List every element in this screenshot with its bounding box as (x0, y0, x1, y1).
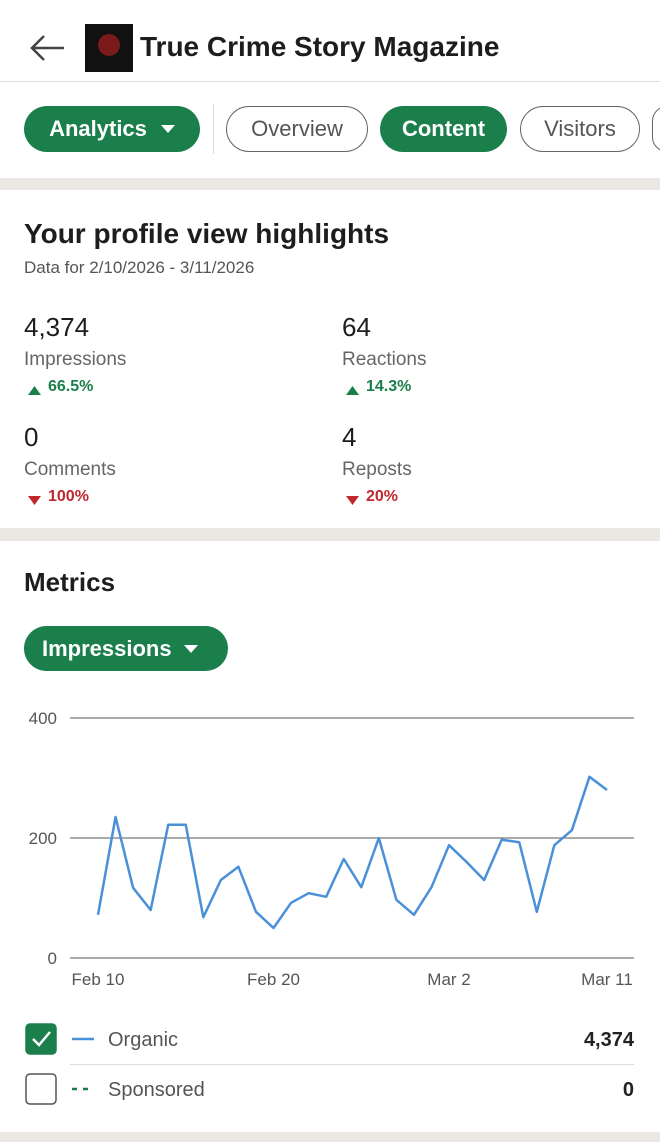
y-tick-label: 400 (29, 709, 57, 728)
legend-total: 0 (623, 1079, 634, 1101)
separator (0, 528, 660, 541)
tab[interactable]: Analytics (24, 106, 200, 152)
legend-total: 4,374 (584, 1029, 635, 1051)
metric-selector[interactable]: Impressions (24, 626, 228, 671)
tab-more[interactable] (652, 106, 660, 152)
stat-label: Reposts (342, 459, 412, 480)
stat-change: 66.5% (48, 378, 94, 395)
x-tick-label: Feb 20 (247, 970, 300, 989)
divider (70, 1064, 634, 1065)
legend-label: Sponsored (108, 1079, 205, 1101)
x-tick-label: Mar 2 (427, 970, 470, 989)
stat-label: Reactions (342, 349, 427, 370)
stat-value: 4 (342, 422, 357, 452)
change-arrow (28, 382, 41, 400)
divider (213, 104, 214, 154)
x-tick-label: Mar 11 (581, 970, 633, 989)
highlights-subtitle: Data for 2/10/2026 - 3/11/2026 (24, 258, 255, 277)
page-title: True Crime Story Magazine (140, 31, 500, 62)
legend-label: Organic (108, 1029, 178, 1051)
stat-change: 14.3% (366, 378, 412, 395)
stat-label: Impressions (24, 349, 127, 370)
tab[interactable]: Visitors (520, 106, 640, 152)
y-tick-label: 0 (48, 949, 57, 968)
checkbox (25, 1023, 57, 1055)
tab[interactable]: Overview (226, 106, 368, 152)
stat-change: 20% (366, 488, 399, 505)
stat-value: 0 (24, 422, 39, 452)
back-arrow[interactable] (28, 34, 66, 62)
y-tick-label: 200 (29, 829, 57, 848)
tab[interactable]: Content (380, 106, 507, 152)
change-arrow (346, 492, 359, 510)
change-arrow (346, 382, 359, 400)
separator (0, 178, 660, 190)
stat-value: 4,374 (24, 312, 90, 342)
divider (0, 81, 660, 82)
stat-change: 100% (48, 488, 89, 505)
x-tick-label: Feb 10 (72, 970, 125, 989)
line (96, 775, 608, 930)
tab-label: Visitors (544, 116, 616, 141)
change-arrow (28, 492, 41, 510)
caret (183, 644, 198, 653)
checkmark (32, 1031, 51, 1047)
stat-value: 64 (342, 312, 371, 342)
highlights-title: Your profile view highlights (24, 218, 390, 249)
tab-label: Analytics (49, 116, 147, 141)
separator (0, 1132, 660, 1142)
logo (85, 24, 133, 72)
tab-label: Overview (251, 116, 343, 141)
metric-label: Impressions (42, 635, 172, 661)
stat-label: Comments (24, 459, 116, 480)
tab-label: Content (401, 116, 486, 141)
checkbox (25, 1073, 57, 1105)
metrics-title: Metrics (24, 567, 116, 597)
caret (160, 125, 175, 133)
